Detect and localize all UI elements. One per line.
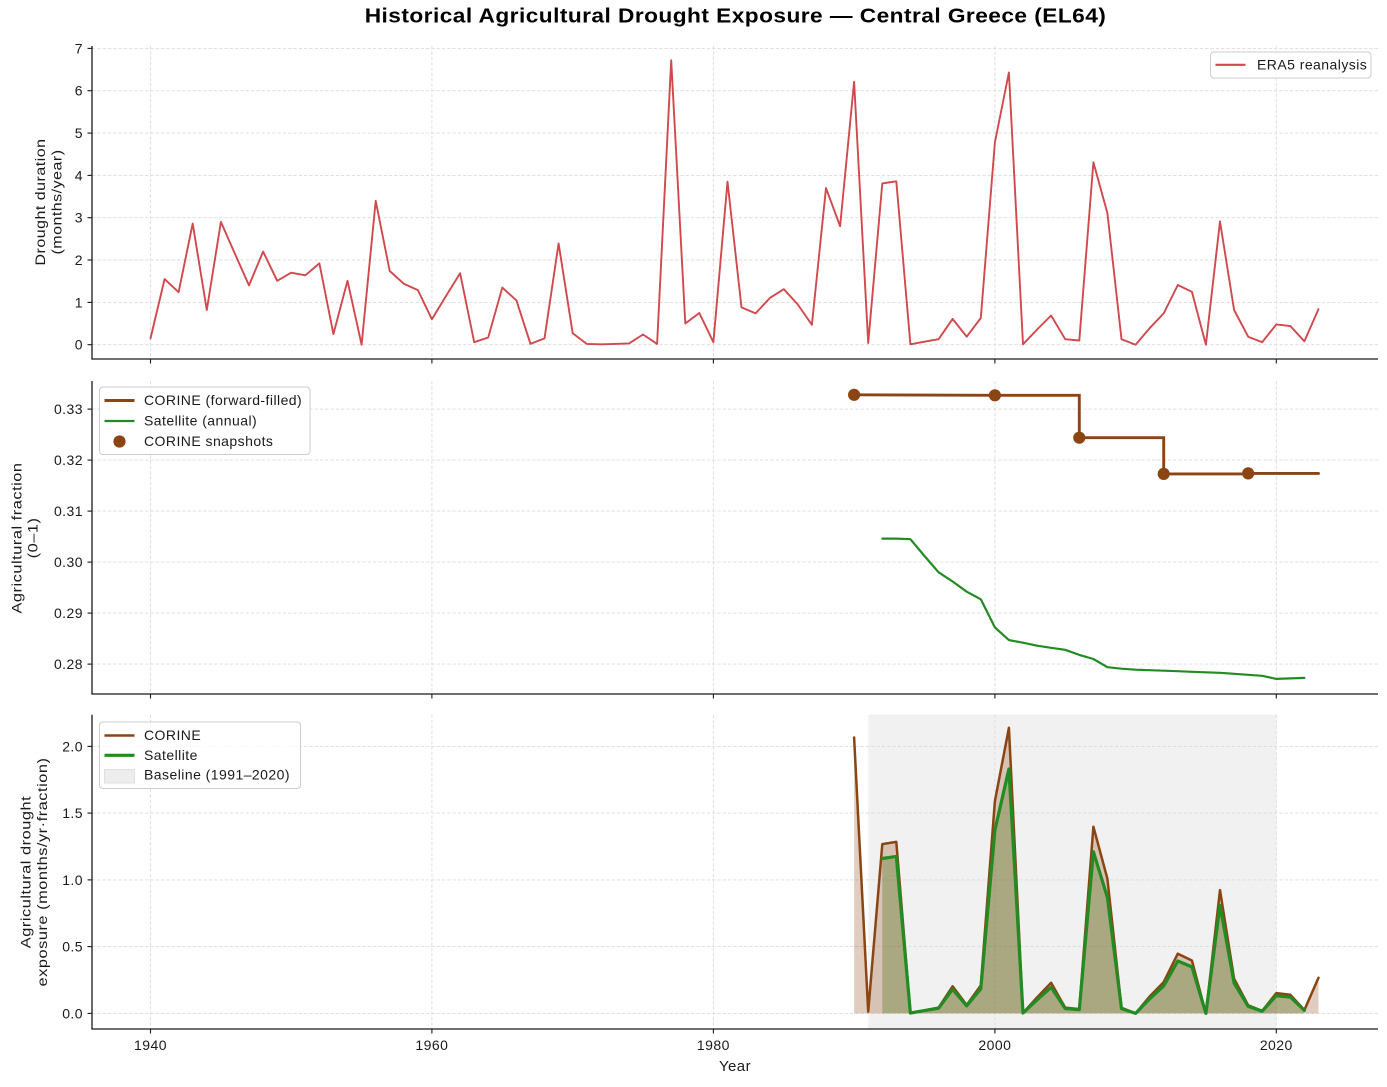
svg-text:0: 0	[75, 337, 83, 353]
svg-text:ERA5 reanalysis: ERA5 reanalysis	[1257, 56, 1367, 72]
svg-text:exposure (months/yr·fraction): exposure (months/yr·fraction)	[35, 758, 51, 987]
svg-text:Agricultural drought: Agricultural drought	[19, 795, 35, 948]
svg-text:CORINE: CORINE	[144, 727, 201, 743]
svg-text:5: 5	[75, 125, 83, 141]
svg-text:1940: 1940	[134, 1037, 167, 1053]
svg-text:Satellite (annual): Satellite (annual)	[144, 413, 257, 429]
svg-text:1.5: 1.5	[62, 805, 83, 821]
svg-text:Satellite: Satellite	[144, 747, 198, 763]
svg-text:Drought duration: Drought duration	[33, 138, 49, 265]
svg-text:6: 6	[75, 83, 83, 99]
svg-text:0.29: 0.29	[54, 605, 83, 621]
svg-text:1980: 1980	[697, 1037, 730, 1053]
svg-text:0.30: 0.30	[54, 554, 83, 570]
svg-text:Baseline (1991–2020): Baseline (1991–2020)	[144, 767, 290, 783]
svg-text:CORINE (forward-filled): CORINE (forward-filled)	[144, 392, 302, 408]
svg-text:1.0: 1.0	[62, 872, 83, 888]
svg-text:0.32: 0.32	[54, 452, 83, 468]
svg-text:1960: 1960	[415, 1037, 448, 1053]
svg-text:0.33: 0.33	[54, 401, 83, 417]
svg-text:Agricultural fraction: Agricultural fraction	[10, 462, 26, 613]
svg-text:1: 1	[75, 294, 83, 310]
svg-text:0.31: 0.31	[54, 503, 83, 519]
svg-text:Year: Year	[719, 1058, 751, 1075]
svg-text:2: 2	[75, 252, 83, 268]
svg-text:2000: 2000	[978, 1037, 1011, 1053]
svg-text:4: 4	[75, 167, 83, 183]
svg-text:(months/year): (months/year)	[49, 149, 65, 254]
svg-text:2.0: 2.0	[62, 738, 83, 754]
svg-text:CORINE snapshots: CORINE snapshots	[144, 433, 273, 449]
svg-text:2020: 2020	[1260, 1037, 1293, 1053]
svg-text:0.5: 0.5	[62, 939, 83, 955]
svg-text:0.0: 0.0	[62, 1005, 83, 1021]
svg-text:0.28: 0.28	[54, 656, 83, 672]
svg-text:Historical Agricultural Drough: Historical Agricultural Drought Exposure…	[365, 5, 1107, 27]
svg-text:3: 3	[75, 210, 83, 226]
svg-text:(0–1): (0–1)	[26, 518, 42, 559]
svg-text:7: 7	[75, 40, 83, 56]
